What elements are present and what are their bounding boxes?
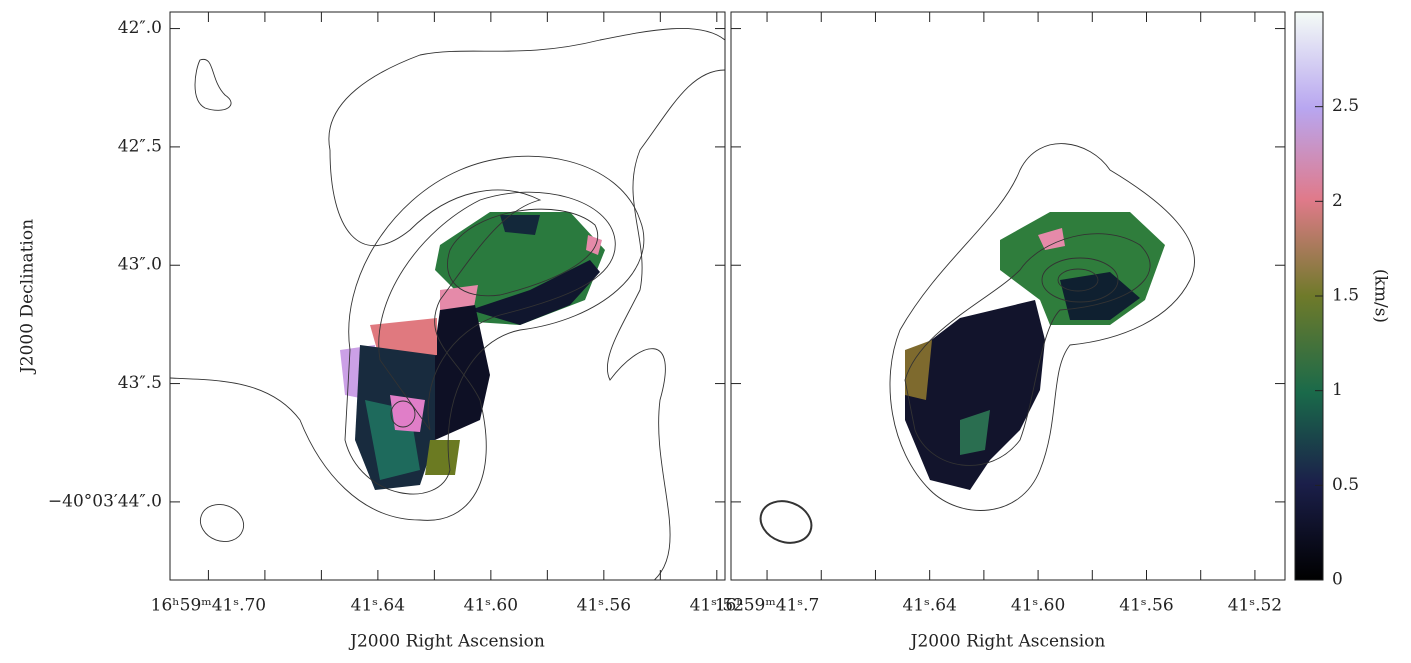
x-tick-label: 41ˢ.60 xyxy=(464,596,518,616)
x-tick-label: 16ʰ59ᵐ41ˢ.7 xyxy=(715,596,820,616)
y-tick-label: −40°03′44″.0 xyxy=(48,491,162,511)
x-tick-label: 41ˢ.52 xyxy=(1228,596,1282,616)
y-axis-label: J2000 Declination xyxy=(18,219,38,375)
panel-frame xyxy=(730,11,1286,581)
y-tick-label: 42″.0 xyxy=(118,18,162,38)
x-axis-label: J2000 Right Ascension xyxy=(348,632,545,652)
y-tick-label: 43″.0 xyxy=(118,255,162,275)
colorbar-label: (km/s) xyxy=(1371,269,1391,323)
colorbar-tick-label: 0.5 xyxy=(1332,475,1359,495)
panel-frame xyxy=(169,11,726,581)
x-tick-label: 41ˢ.52 xyxy=(690,596,744,616)
y-tick-label: 42″.5 xyxy=(118,136,162,156)
x-tick-label: 41ˢ.64 xyxy=(351,596,405,616)
x-tick-label: 41ˢ.64 xyxy=(902,596,956,616)
colorbar-tick-label: 1 xyxy=(1332,380,1343,400)
x-tick-label: 41ˢ.56 xyxy=(1119,596,1173,616)
colorbar-tick-label: 0 xyxy=(1332,570,1343,590)
colorbar-tick-label: 2.5 xyxy=(1332,96,1359,116)
x-tick-label: 41ˢ.56 xyxy=(577,596,631,616)
x-tick-label: 16ʰ59ᵐ41ˢ.70 xyxy=(151,596,266,616)
x-tick-label: 41ˢ.60 xyxy=(1011,596,1065,616)
y-tick-label: 43″.5 xyxy=(118,373,162,393)
x-axis-label: J2000 Right Ascension xyxy=(909,632,1106,652)
colorbar-tick-label: 2 xyxy=(1332,191,1343,211)
colorbar-tick-label: 1.5 xyxy=(1332,286,1359,306)
map-right xyxy=(759,143,1195,544)
map-left xyxy=(170,28,725,580)
